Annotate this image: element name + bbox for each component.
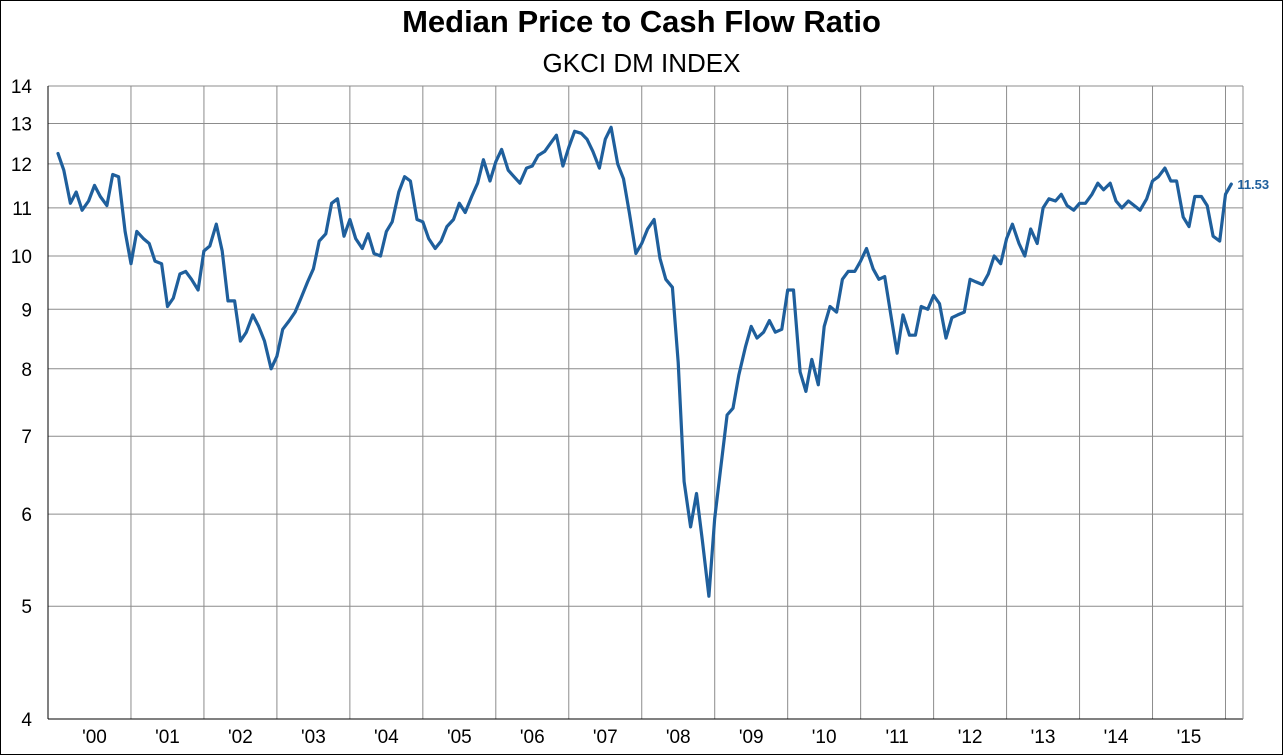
- axes: [47, 86, 1244, 720]
- x-tick-label: '01: [155, 727, 180, 748]
- y-tick-label: 8: [21, 360, 32, 381]
- end-label-group: 11.53: [1237, 177, 1269, 192]
- x-tick-label: '13: [1031, 727, 1056, 748]
- y-tick-label: 13: [11, 114, 32, 135]
- chart-title: Median Price to Cash Flow Ratio: [402, 4, 881, 39]
- x-gridlines: [130, 86, 1226, 719]
- x-tick-label: '00: [82, 727, 107, 748]
- x-tick-label: '02: [228, 727, 253, 748]
- end-value-label: 11.53: [1237, 177, 1269, 192]
- x-tick-label: '14: [1104, 727, 1129, 748]
- y-tick-label: 14: [11, 77, 33, 98]
- y-gridlines: [48, 85, 1243, 720]
- x-tick-label: '06: [520, 727, 545, 748]
- y-tick-label: 7: [21, 427, 32, 448]
- series-group: [56, 125, 1233, 598]
- y-tick-label: 5: [21, 597, 32, 618]
- x-tick-label: '11: [885, 727, 908, 748]
- x-tick-label: '12: [958, 727, 983, 748]
- x-tick-label: '04: [374, 727, 399, 748]
- y-tick-label: 6: [21, 505, 32, 526]
- x-tick-label: '03: [301, 727, 326, 748]
- y-tick-label: 12: [11, 155, 32, 176]
- x-tick-label: '08: [666, 727, 691, 748]
- y-tick-labels: 4 5 6 7 8 9 10 11 12 13 14: [11, 77, 33, 731]
- x-tick-label: '15: [1177, 727, 1202, 748]
- y-tick-label: 10: [11, 247, 32, 268]
- x-tick-labels: '00 '01 '02 '03 '04 '05 '06 '07 '08 '09 '10 '11 '12 '…: [82, 727, 1201, 748]
- y-tick-label: 11: [12, 199, 32, 220]
- x-tick-label: '05: [447, 727, 472, 748]
- x-tick-label: '09: [739, 727, 764, 748]
- series-line: [56, 125, 1233, 598]
- y-tick-label: 4: [21, 710, 32, 731]
- x-tick-label: '07: [593, 727, 618, 748]
- x-tick-label: '10: [812, 727, 837, 748]
- y-tick-label: 9: [21, 300, 32, 321]
- chart-subtitle: GKCI DM INDEX: [542, 48, 741, 78]
